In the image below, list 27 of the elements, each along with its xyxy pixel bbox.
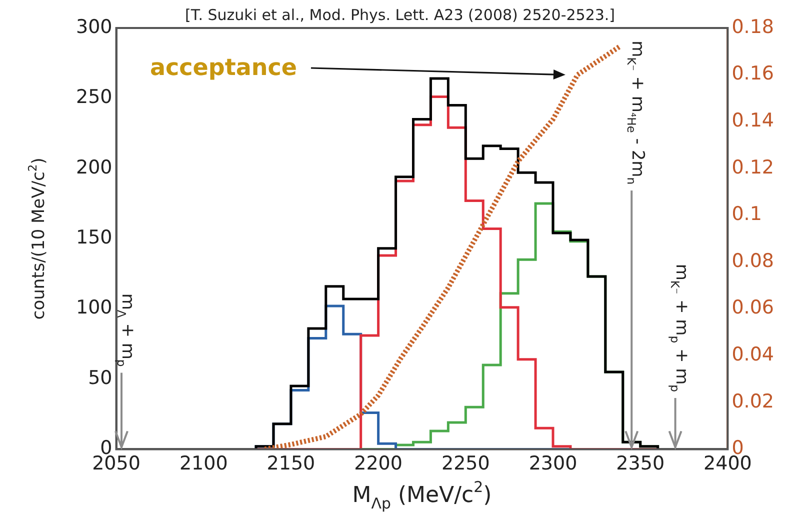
x-tick-label: 2300 (528, 452, 578, 475)
y2-tick-label: 0.06 (732, 296, 774, 319)
y-tick-label: 200 (76, 156, 112, 178)
y2-tick-label: 0.08 (732, 250, 774, 272)
y2-tick-label: 0.16 (732, 62, 774, 85)
x-tick-label: 2100 (179, 452, 228, 475)
y2-tick-label: 0.02 (732, 390, 774, 412)
ref-line-label: mΛ + mp (114, 293, 138, 367)
y-tick-label: 100 (76, 296, 112, 319)
y2-tick-label: 0.14 (732, 110, 774, 132)
y-tick-label: 150 (76, 226, 112, 249)
y-tick-label: 50 (88, 366, 112, 389)
y2-tick-label: 0.12 (732, 156, 774, 178)
y-tick-label: 300 (76, 16, 112, 38)
y-axis-title: counts/(10 MeV/c2) (25, 158, 49, 320)
y-tick-label: 250 (76, 86, 112, 108)
y2-tick-label: 0.1 (732, 203, 762, 226)
text: [T. Suzuki et al., Mod. Phys. Lett. A23 (2008) 2520-2523.] (184, 6, 616, 24)
ref-line-label: mK⁻ + m⁴He - 2mn (624, 40, 648, 185)
y2-tick-label: 0.04 (732, 344, 774, 366)
x-tick-label: 2250 (441, 452, 490, 475)
x-tick-label: 2350 (616, 452, 665, 475)
x-tick-label: 2150 (266, 452, 316, 475)
annotation: acceptance (150, 55, 297, 81)
ref-line-label: mK⁻ + mp + mp (668, 264, 692, 392)
y2-tick-label: 0.18 (732, 16, 774, 38)
x-tick-label: 2200 (354, 452, 402, 475)
